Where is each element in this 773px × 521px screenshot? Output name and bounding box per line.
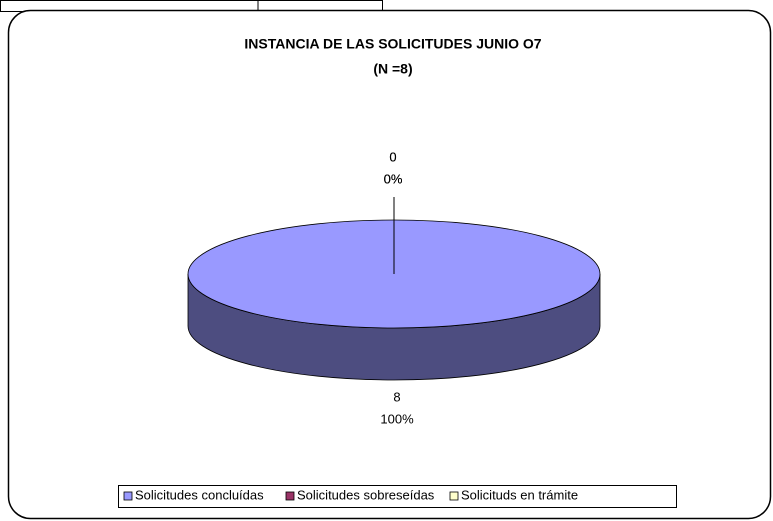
legend-swatch: [123, 491, 133, 501]
legend-label: Solicitudes sobreseídas: [297, 487, 435, 502]
data-label: 0: [389, 149, 396, 164]
data-label-percent: 100%: [380, 411, 414, 426]
data-label: 8: [393, 389, 400, 404]
legend-swatch: [285, 491, 295, 501]
legend-swatch: [449, 491, 459, 501]
legend-label: Solicituds en trámite: [461, 487, 578, 502]
data-label-percent: 0%: [384, 171, 403, 186]
legend-label: Solicitudes concluídas: [135, 487, 264, 502]
chart-subtitle: (N =8): [373, 61, 412, 77]
chart-title: INSTANCIA DE LAS SOLICITUDES JUNIO O7: [244, 36, 541, 52]
data-label-percent: 0%: [384, 171, 403, 186]
data-label: 0: [389, 149, 396, 164]
legend: [118, 485, 677, 508]
legend-items: Solicitudes concluídas Solicitudes sobres…: [123, 487, 578, 502]
